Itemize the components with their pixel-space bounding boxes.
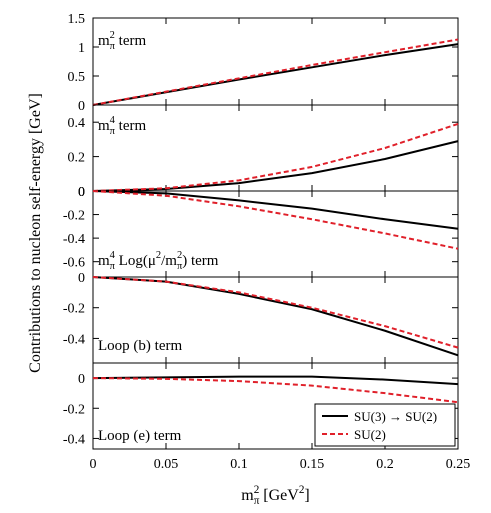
- legend-label: SU(3) → SU(2): [354, 409, 437, 424]
- series-line: [92, 190, 459, 250]
- y-tick-label: 0: [78, 185, 85, 200]
- panel-label: mπ4 term: [98, 115, 146, 137]
- panel-label: mπ2 term: [98, 30, 146, 52]
- x-tick-label: 0: [90, 457, 97, 472]
- panel-label-sup: 2: [177, 250, 182, 261]
- panel-label-sup: 4: [110, 250, 116, 261]
- panel-frame: [92, 17, 459, 106]
- y-tick-label: 0: [78, 99, 85, 114]
- x-axis-label-part: ]: [304, 487, 309, 504]
- series-line: [92, 43, 459, 106]
- y-tick-label: 0: [78, 372, 85, 387]
- series-line: [92, 190, 459, 230]
- x-tick-label: 0.1: [230, 457, 248, 472]
- y-tick-label: 0: [78, 185, 85, 200]
- y-tick-label: -0.4: [63, 432, 85, 447]
- series-line: [92, 375, 459, 386]
- panel-label-sup: 2: [110, 30, 115, 41]
- panel-label-part: /m: [161, 253, 177, 269]
- y-tick-label: 0.2: [68, 151, 86, 166]
- panel-label-part: Loop (e) term: [98, 428, 182, 444]
- panel-label-part: term: [115, 33, 147, 49]
- y-tick-label: -0.2: [63, 209, 85, 224]
- y-tick-label: 1.5: [68, 12, 86, 27]
- y-tick-label: 0: [78, 271, 85, 286]
- x-axis-label-sub: π: [254, 495, 260, 507]
- panel-label-sub: π: [110, 126, 116, 137]
- panel-label-sub: π: [177, 261, 183, 272]
- x-tick-label: 0.25: [446, 457, 471, 472]
- panel-label-part: Loop (b) term: [98, 338, 182, 354]
- y-axis-label: Contributions to nucleon self-energy [Ge…: [27, 93, 44, 373]
- y-tick-label: 0.4: [68, 116, 86, 131]
- legend-label: SU(2): [354, 427, 386, 442]
- x-axis-label-sup: 2: [299, 484, 305, 496]
- panel-label-sub: π: [110, 261, 116, 272]
- y-tick-label: 1: [78, 41, 85, 56]
- panel-label-part: ) term: [182, 253, 219, 269]
- panel-label-part: term: [115, 118, 147, 134]
- legend-box: [314, 403, 456, 447]
- panel-label: Loop (e) term: [98, 428, 182, 444]
- y-tick-label: -0.2: [63, 402, 85, 417]
- x-tick-label: 0.15: [300, 457, 325, 472]
- panel-label-part: m: [98, 253, 110, 269]
- panel-label-sup: 2: [156, 250, 161, 261]
- y-tick-label: -0.4: [63, 332, 85, 347]
- y-tick-label: -0.4: [63, 232, 85, 247]
- series-line: [92, 140, 459, 192]
- panel-frame: [92, 362, 459, 450]
- x-axis-label-part: [GeV: [259, 487, 299, 504]
- panel-label-part: m: [98, 33, 110, 49]
- panel-label-sub: π: [110, 41, 116, 52]
- y-tick-label: -0.2: [63, 302, 85, 317]
- panel-label-sup: 4: [110, 115, 116, 126]
- panel-label-part: Log(μ: [115, 253, 156, 269]
- series-line: [92, 38, 459, 106]
- y-tick-label: 0.5: [68, 70, 86, 85]
- panel-label-part: m: [98, 118, 110, 134]
- series-line: [92, 276, 459, 349]
- panel-label: mπ4 Log(μ2/mπ2) term: [98, 250, 219, 272]
- y-tick-label: -0.6: [63, 256, 85, 271]
- x-axis-label-part: m: [241, 487, 254, 504]
- x-axis-label-sup: 2: [254, 484, 260, 496]
- x-tick-label: 0.2: [376, 457, 394, 472]
- series-line: [92, 377, 459, 404]
- x-axis-label: mπ2 [GeV2]: [241, 484, 310, 507]
- series-line: [92, 122, 459, 192]
- panel-label: Loop (b) term: [98, 338, 182, 354]
- x-tick-label: 0.05: [154, 457, 179, 472]
